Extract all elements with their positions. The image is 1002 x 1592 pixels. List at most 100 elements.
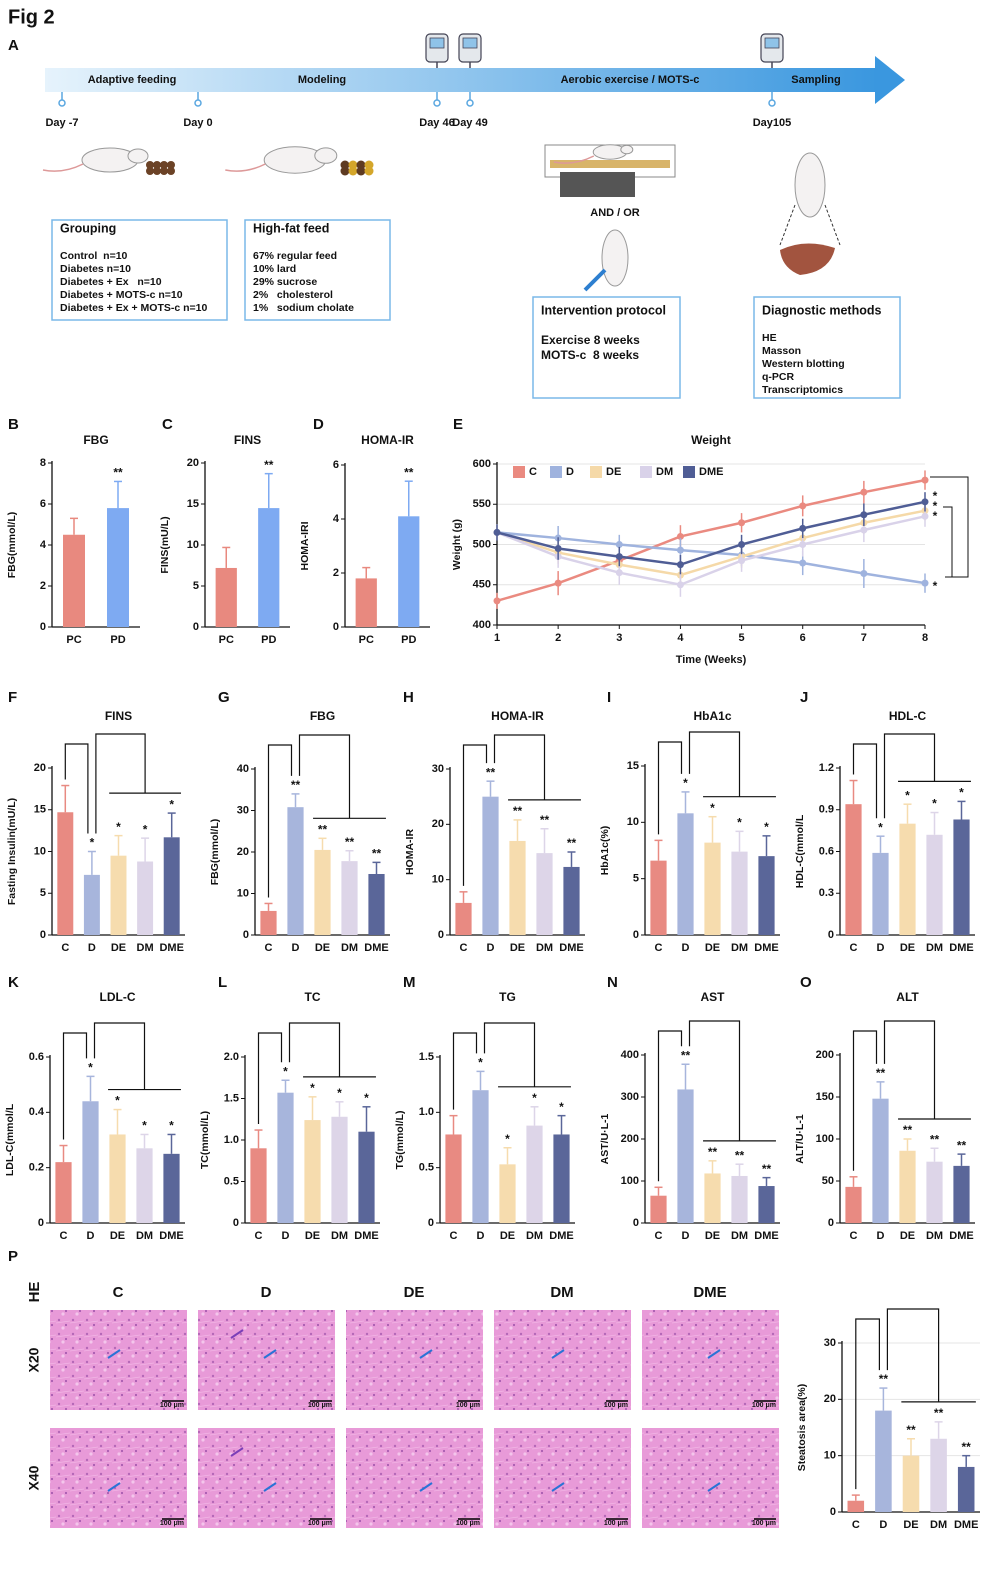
x-tick-label: C xyxy=(852,1519,860,1531)
chart-title: FBG xyxy=(310,709,335,723)
x-tick-label: DE xyxy=(111,942,126,954)
bar xyxy=(455,902,472,935)
data-point xyxy=(860,511,868,519)
data-point xyxy=(676,546,684,554)
chart-title: TG xyxy=(499,990,516,1004)
info-box xyxy=(753,296,901,399)
data-point xyxy=(676,581,684,589)
x-tick-label: C xyxy=(850,1230,858,1242)
significance-label: ** xyxy=(930,1132,940,1146)
y-axis-label: FBG(mmol/L) xyxy=(209,819,221,886)
info-box-line: q-PCR xyxy=(762,371,794,383)
bar xyxy=(83,874,100,935)
y-tick-label: 300 xyxy=(621,1091,639,1103)
y-tick-label: 0 xyxy=(40,621,46,633)
y-tick-label: 20 xyxy=(237,846,249,858)
bar xyxy=(926,1161,943,1223)
x-tick-label: C xyxy=(655,942,663,954)
y-tick-label: 15 xyxy=(34,804,46,816)
data-point xyxy=(554,579,562,587)
bar xyxy=(509,840,526,935)
comparison-bracket xyxy=(657,741,683,835)
bar xyxy=(136,1148,153,1223)
x-tick-label: DME xyxy=(549,1230,573,1242)
comparison-bracket xyxy=(852,743,878,819)
x-tick-label: PD xyxy=(110,634,125,646)
y-tick-label: 0.6 xyxy=(29,1051,44,1063)
glucometer-screen xyxy=(429,37,445,49)
bar xyxy=(847,1500,865,1512)
significance-label: ** xyxy=(962,1440,972,1454)
significance-label: ** xyxy=(540,813,550,827)
bar xyxy=(55,1162,72,1223)
bar xyxy=(163,837,180,935)
legend-swatch xyxy=(640,466,652,478)
data-point xyxy=(921,476,929,484)
bar xyxy=(704,1173,721,1223)
stain-label: HE xyxy=(26,1282,43,1303)
legend-label: DME xyxy=(699,466,723,478)
bar xyxy=(314,849,331,935)
dissection-lines xyxy=(779,204,841,246)
y-tick-label: 4 xyxy=(333,513,340,525)
info-box-title: Diagnostic methods xyxy=(762,303,882,317)
significance-label: * xyxy=(142,1119,147,1133)
chart-title: HDL-C xyxy=(889,709,927,723)
info-box-line: Diabetes n=10 xyxy=(60,263,131,275)
comparison-bracket xyxy=(688,1020,741,1141)
phase-label: Sampling xyxy=(791,74,841,86)
y-axis-label: HOMA-IR xyxy=(404,829,416,875)
series-line xyxy=(496,531,926,585)
y-tick-label: 5 xyxy=(193,580,199,592)
y-tick-label: 0.6 xyxy=(819,845,834,857)
legend-swatch xyxy=(550,466,562,478)
day-marker xyxy=(433,99,441,107)
panel-label: O xyxy=(800,974,812,991)
data-point xyxy=(921,512,929,520)
x-tick-label: DME xyxy=(159,1230,183,1242)
bar xyxy=(875,1410,892,1512)
x-tick-label: D xyxy=(477,1230,485,1242)
scale-bar-label: 100 μm xyxy=(160,1520,184,1527)
info-box-line: MOTS-c 8 weeks xyxy=(541,348,639,362)
y-tick-label: 550 xyxy=(473,498,491,510)
comparison-bracket xyxy=(852,1030,878,1171)
bar xyxy=(499,1164,516,1223)
x-tick-label: C xyxy=(265,942,273,954)
x-tick-label: DE xyxy=(305,1230,320,1242)
y-tick-label: 8 xyxy=(40,457,46,469)
bar xyxy=(872,852,889,935)
info-box-line: 1% sodium cholate xyxy=(253,302,354,314)
y-axis-label: FINS(mU/L) xyxy=(159,516,171,573)
bar xyxy=(650,1195,667,1223)
panel-label: F xyxy=(8,689,17,706)
data-point xyxy=(554,545,562,553)
info-box-line: 29% sucrose xyxy=(253,276,317,288)
y-tick-label: 50 xyxy=(822,1175,834,1187)
arrow-marker xyxy=(107,1482,121,1492)
chart-title: FBG xyxy=(83,433,108,447)
y-tick-label: 0 xyxy=(193,621,199,633)
data-point xyxy=(799,541,807,548)
y-tick-label: 100 xyxy=(621,1175,639,1187)
data-point xyxy=(860,569,868,577)
significance-label: * xyxy=(764,820,769,834)
significance-label: ** xyxy=(113,466,123,480)
y-tick-label: 10 xyxy=(187,539,199,551)
y-tick-label: 0 xyxy=(633,1217,639,1229)
legend-label: DM xyxy=(656,466,673,478)
y-tick-label: 100 xyxy=(816,1133,834,1145)
timeline-arrow-head xyxy=(875,56,905,104)
x-tick-label: DM xyxy=(926,942,943,954)
x-tick-label: DE xyxy=(500,1230,515,1242)
y-tick-label: 200 xyxy=(621,1133,639,1145)
feed-pellet xyxy=(160,167,168,175)
histology-image xyxy=(50,1428,187,1528)
x-tick-label: C xyxy=(450,1230,458,1242)
x-tick-label: DE xyxy=(315,942,330,954)
bar xyxy=(368,873,385,935)
rat-head xyxy=(127,148,149,164)
significance-label: ** xyxy=(404,465,414,479)
comparison-bracket xyxy=(452,1032,478,1110)
annotation: * xyxy=(933,509,938,523)
